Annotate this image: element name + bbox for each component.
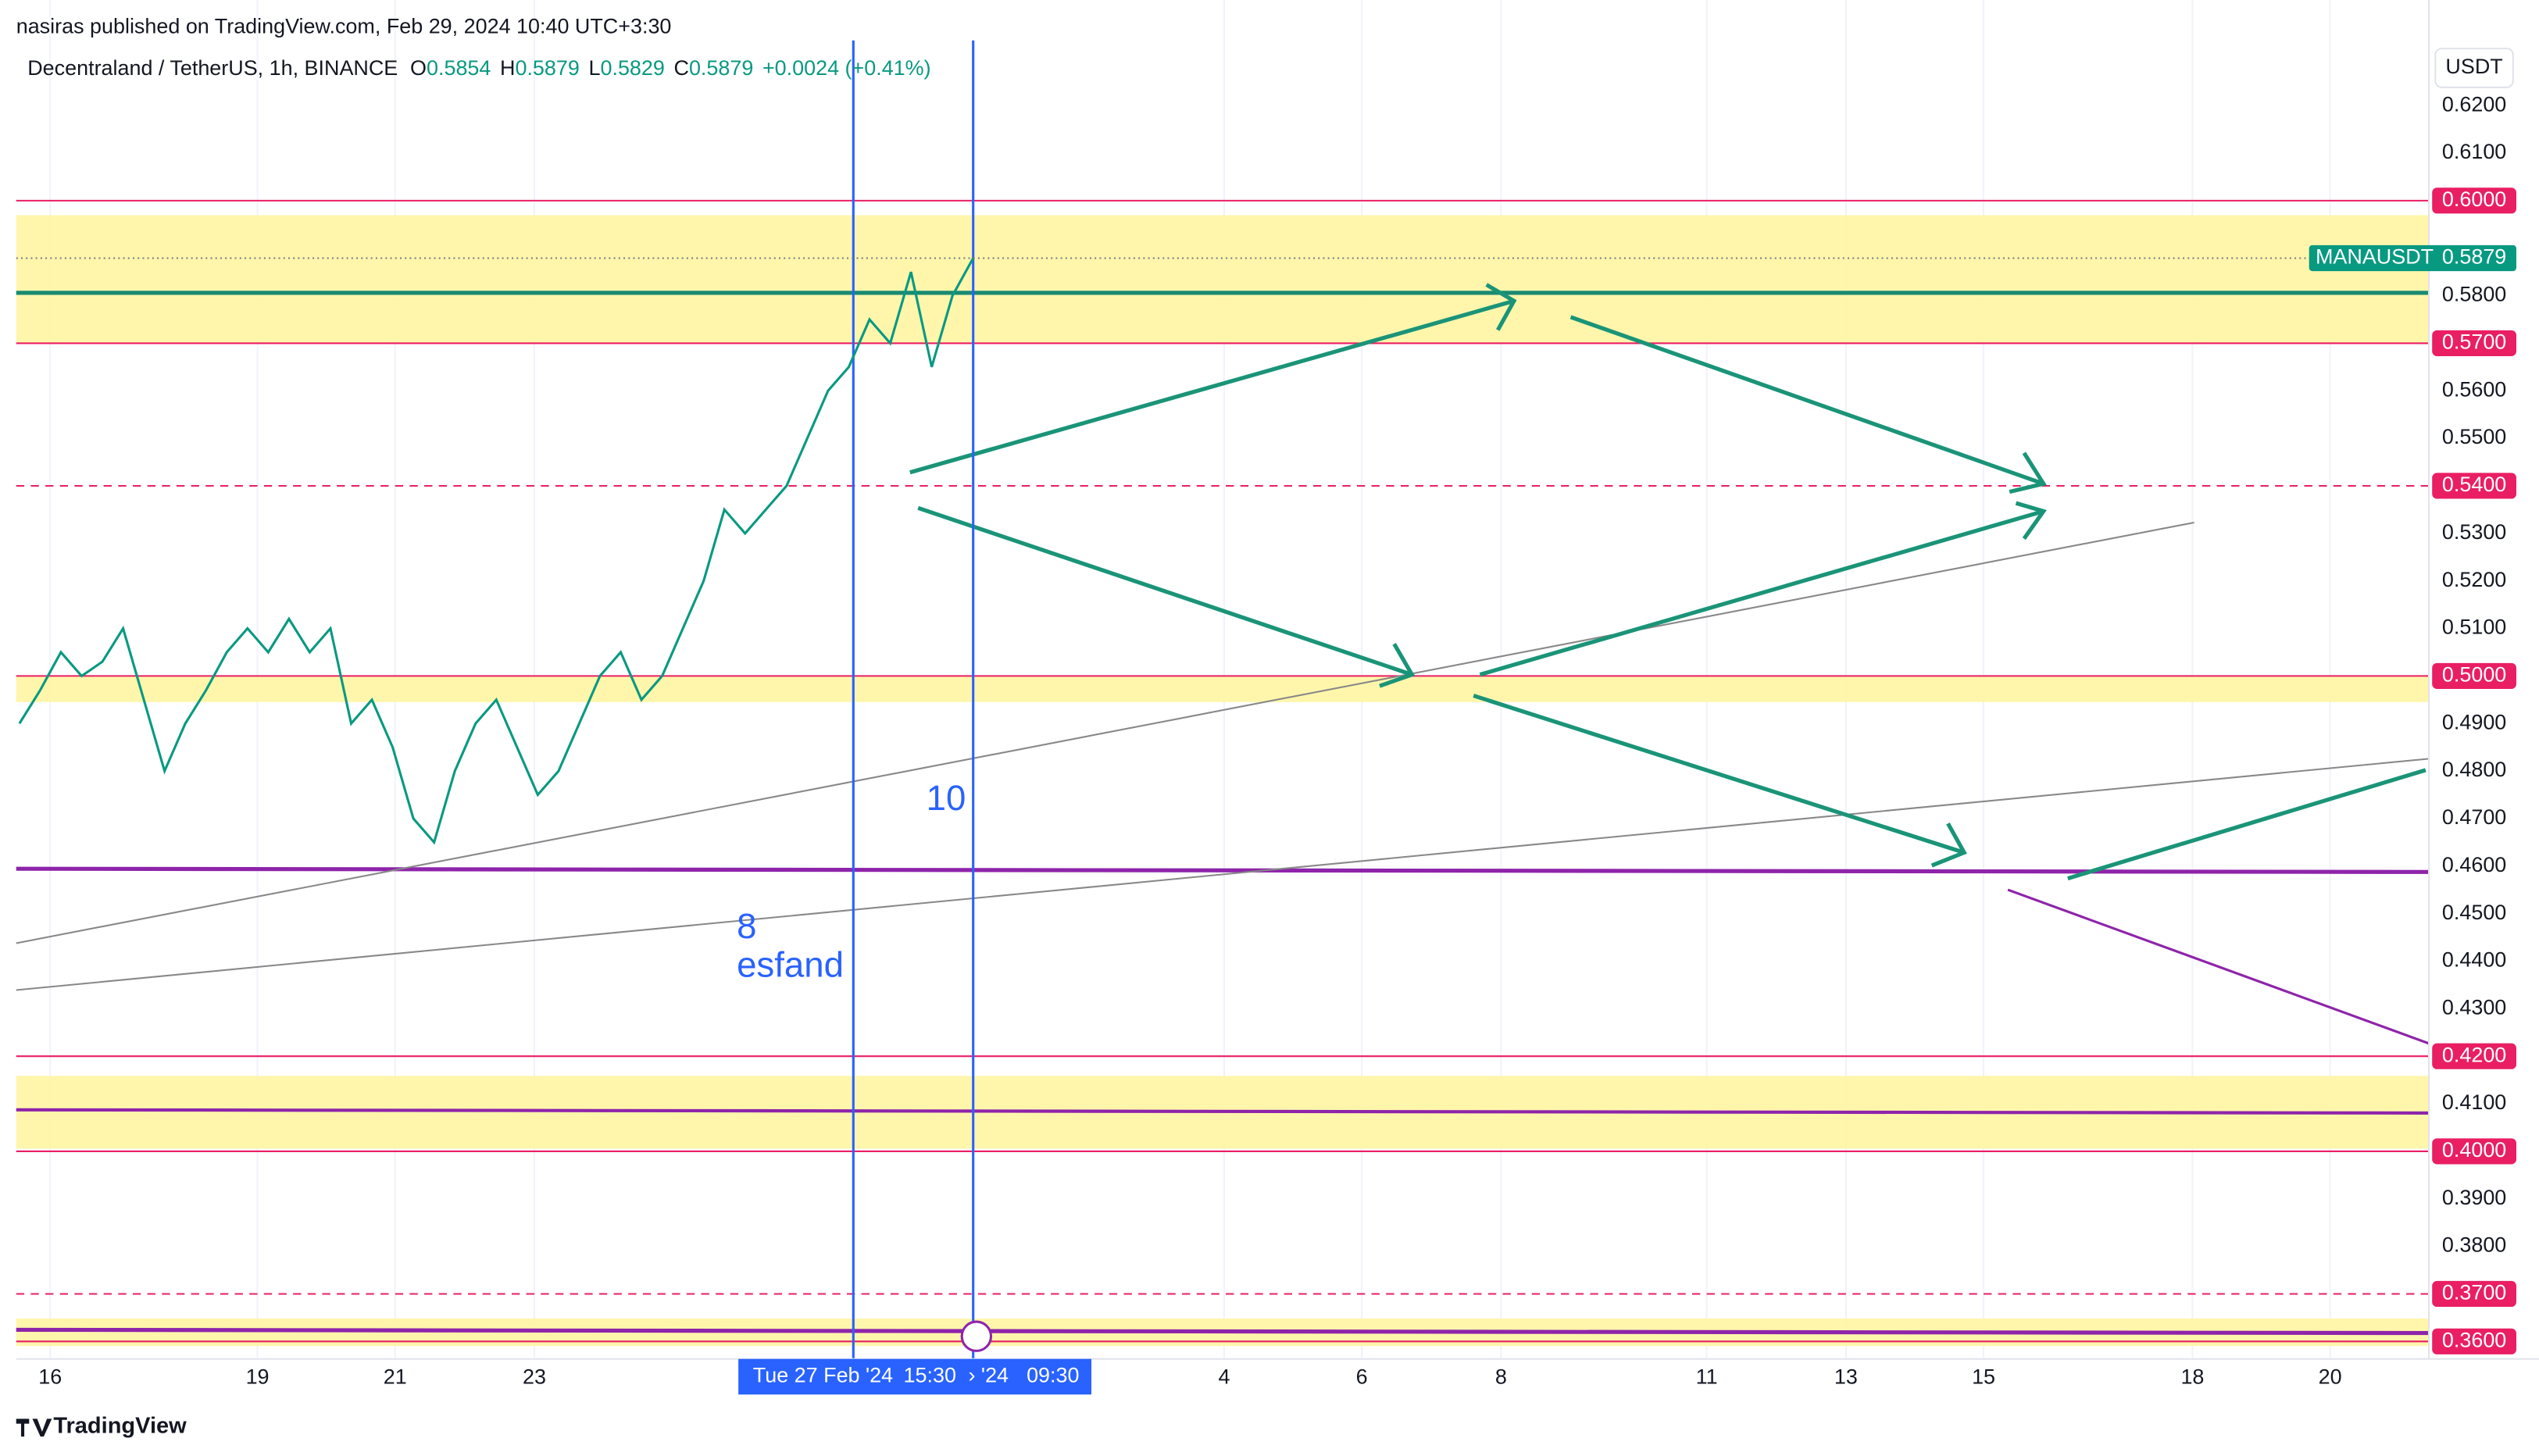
annotation: 10 (927, 778, 966, 818)
y-tick-label: 0.5200 (2442, 568, 2506, 591)
y-tick-label: 0.5500 (2442, 425, 2506, 448)
logo (16, 1419, 52, 1437)
level-badge (2432, 330, 2516, 356)
level-label: 0.3600 (2442, 1328, 2506, 1351)
legend: Decentraland / TetherUS, 1h, BINANCE O0.… (27, 56, 930, 80)
x-tick-label: 15 (1972, 1365, 1995, 1389)
y-tick-label: 0.5100 (2442, 616, 2506, 639)
y-tick-label: 0.6200 (2442, 92, 2506, 116)
levels (16, 199, 2430, 1343)
x-tick-label: 8 (1495, 1365, 1507, 1389)
price-line (18, 257, 975, 845)
event-icon (960, 1320, 993, 1352)
y-tick-label: 0.4500 (2442, 901, 2506, 924)
y-tick-label: 0.3900 (2442, 1186, 2506, 1209)
crosshair-text: Tue 27 Feb '24 (753, 1364, 893, 1387)
y-tick-label: 0.4100 (2442, 1090, 2506, 1114)
ohlc-value: 0.5854 (427, 56, 491, 80)
ohlc-label: H (500, 56, 515, 80)
y-tick-label: 0.5300 (2442, 520, 2506, 544)
last-price-name: MANAUSDT (2316, 245, 2434, 269)
level-badge (2432, 473, 2516, 499)
ohlc-value: 0.5829 (600, 56, 664, 80)
x-tick-label: 18 (2180, 1365, 2204, 1389)
level-label: 0.4200 (2442, 1043, 2506, 1066)
level-badge (2432, 1328, 2516, 1354)
arrows (909, 283, 2427, 881)
level-label: 0.5400 (2442, 473, 2506, 496)
annotation: 8 (737, 906, 756, 946)
y-tick-label: 0.5800 (2442, 283, 2506, 306)
annotation: esfand (737, 945, 844, 985)
x-tick-label: 23 (523, 1365, 546, 1389)
ohlc-label: C (673, 56, 688, 80)
level-badge (2432, 1138, 2516, 1165)
level-label: 0.6000 (2442, 187, 2506, 211)
currency-box[interactable] (2434, 48, 2514, 88)
x-tick-label: 4 (1218, 1365, 1230, 1389)
y-tick-label: 0.5600 (2442, 377, 2506, 401)
x-tick-label: 11 (1696, 1365, 1718, 1389)
level-badge (2432, 662, 2516, 689)
x-tick-label: 6 (1356, 1365, 1368, 1389)
x-tick-label: 16 (38, 1365, 62, 1389)
trend-line (16, 521, 2194, 944)
ohlc-value: 0.5879 (689, 56, 753, 80)
x-tick-label: 19 (246, 1365, 270, 1389)
level-label: 0.4000 (2442, 1138, 2506, 1162)
y-tick-label: 0.4700 (2442, 805, 2506, 829)
x-tick-label: 20 (2319, 1365, 2342, 1389)
currency: USDT (2445, 55, 2502, 78)
y-tick-label: 0.4900 (2442, 710, 2506, 733)
ohlc-value: 0.5879 (515, 56, 579, 80)
zone (16, 676, 2430, 702)
x-tick-label: 21 (384, 1365, 407, 1389)
x-tick-label: 13 (1834, 1365, 1858, 1389)
drawn-line (16, 1327, 2430, 1336)
level-label: 0.5000 (2442, 663, 2506, 687)
y-tick-label: 0.4800 (2442, 758, 2506, 781)
level-label: 0.3700 (2442, 1281, 2506, 1304)
plot (16, 257, 2430, 845)
last-price-badge (2309, 244, 2516, 272)
level-badge (2432, 1280, 2516, 1308)
drawn-line (16, 866, 2430, 874)
drawn-line (16, 1108, 2430, 1115)
y-axis: 0.6200 0.6100 0.5800 0.5600 0.5500 0.5300 0.52… (2309, 92, 2516, 1354)
brand: TradingView (53, 1413, 187, 1438)
y-tick-label: 0.3800 (2442, 1233, 2506, 1257)
crosshair-label (738, 1358, 1092, 1395)
trend-line (16, 758, 2430, 991)
zone (16, 215, 2430, 344)
y-tick-label: 0.4300 (2442, 995, 2506, 1019)
ohlc-label: L (588, 56, 600, 80)
last-price-label: 0.5879 (2442, 245, 2506, 269)
level-badge (2432, 1043, 2516, 1069)
level-label: 0.5700 (2442, 330, 2506, 354)
ohlc-label: O (410, 56, 427, 80)
crosshair-text: 09:30 (1027, 1364, 1079, 1387)
symbol: Decentraland / TetherUS, 1h, BINANCE (27, 56, 398, 80)
level-badge (2432, 187, 2516, 214)
y-tick-label: 0.6100 (2442, 140, 2506, 163)
y-tick-label: 0.4400 (2442, 948, 2506, 972)
ohlc-change: +0.0024 (+0.41%) (762, 56, 931, 80)
trend-line (2007, 888, 2430, 1045)
x-axis: 16 19 21 23 4 6 8 11 13 15 18 20 (38, 1365, 2341, 1389)
crosshair-text: › '24 (968, 1364, 1009, 1387)
published: nasiras published on TradingView.com, Fe… (16, 14, 672, 37)
y-tick-label: 0.4600 (2442, 853, 2506, 876)
crosshair-text: 15:30 (904, 1364, 956, 1387)
